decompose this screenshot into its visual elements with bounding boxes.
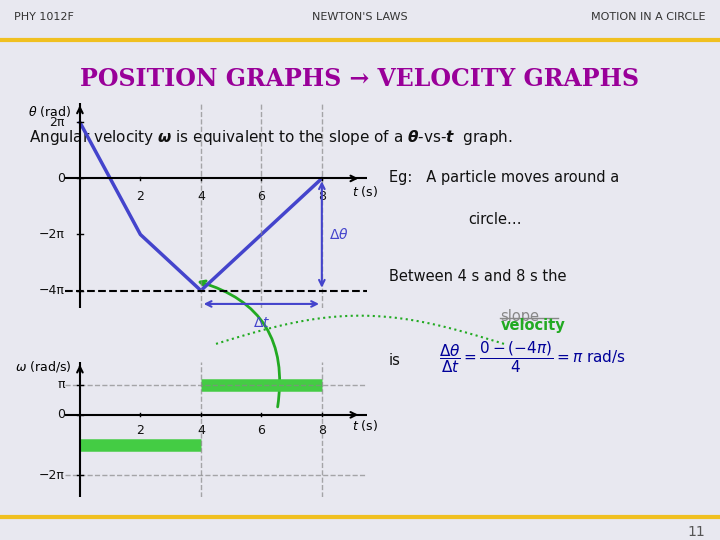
Text: circle…: circle… (468, 212, 521, 227)
Text: 2: 2 (137, 190, 144, 203)
Text: 2: 2 (137, 423, 144, 436)
Text: −4π: −4π (39, 284, 65, 297)
Text: $t$ (s): $t$ (s) (352, 184, 378, 199)
Text: 6: 6 (258, 190, 265, 203)
Text: is: is (389, 353, 400, 368)
Text: π: π (58, 378, 65, 391)
Text: 4: 4 (197, 190, 204, 203)
Text: $\dfrac{\Delta\theta}{\Delta t} = \dfrac{0-(-4\pi)}{4} = \pi\ \mathrm{rad/s}$: $\dfrac{\Delta\theta}{\Delta t} = \dfrac… (439, 339, 626, 375)
Text: POSITION GRAPHS → VELOCITY GRAPHS: POSITION GRAPHS → VELOCITY GRAPHS (81, 66, 639, 91)
Text: 8: 8 (318, 423, 326, 436)
Text: −2π: −2π (39, 469, 65, 482)
Text: 4: 4 (197, 423, 204, 436)
Text: 2π: 2π (50, 116, 65, 129)
Text: 11: 11 (688, 525, 706, 539)
Text: NEWTON'S LAWS: NEWTON'S LAWS (312, 12, 408, 22)
Text: velocity: velocity (500, 318, 565, 333)
Text: $\omega$ (rad/s): $\omega$ (rad/s) (15, 359, 72, 374)
Text: $\Delta\theta$: $\Delta\theta$ (329, 227, 349, 242)
Text: $\Delta t$: $\Delta t$ (253, 315, 270, 329)
Text: 0: 0 (57, 408, 65, 421)
Text: MOTION IN A CIRCLE: MOTION IN A CIRCLE (591, 12, 706, 22)
Text: 8: 8 (318, 190, 326, 203)
Text: 6: 6 (258, 423, 265, 436)
Text: PHY 1012F: PHY 1012F (14, 12, 74, 22)
Text: slope: slope (500, 309, 539, 323)
Text: −2π: −2π (39, 228, 65, 241)
Text: 0: 0 (57, 172, 65, 185)
Text: $t$ (s): $t$ (s) (352, 418, 378, 433)
Text: Eg:   A particle moves around a: Eg: A particle moves around a (389, 170, 619, 185)
Text: Angular velocity $\boldsymbol{\omega}$ is equivalent to the slope of a $\boldsym: Angular velocity $\boldsymbol{\omega}$ i… (29, 128, 513, 147)
Text: Between 4 s and 8 s the: Between 4 s and 8 s the (389, 269, 567, 284)
Text: $\theta$ (rad): $\theta$ (rad) (28, 104, 71, 119)
